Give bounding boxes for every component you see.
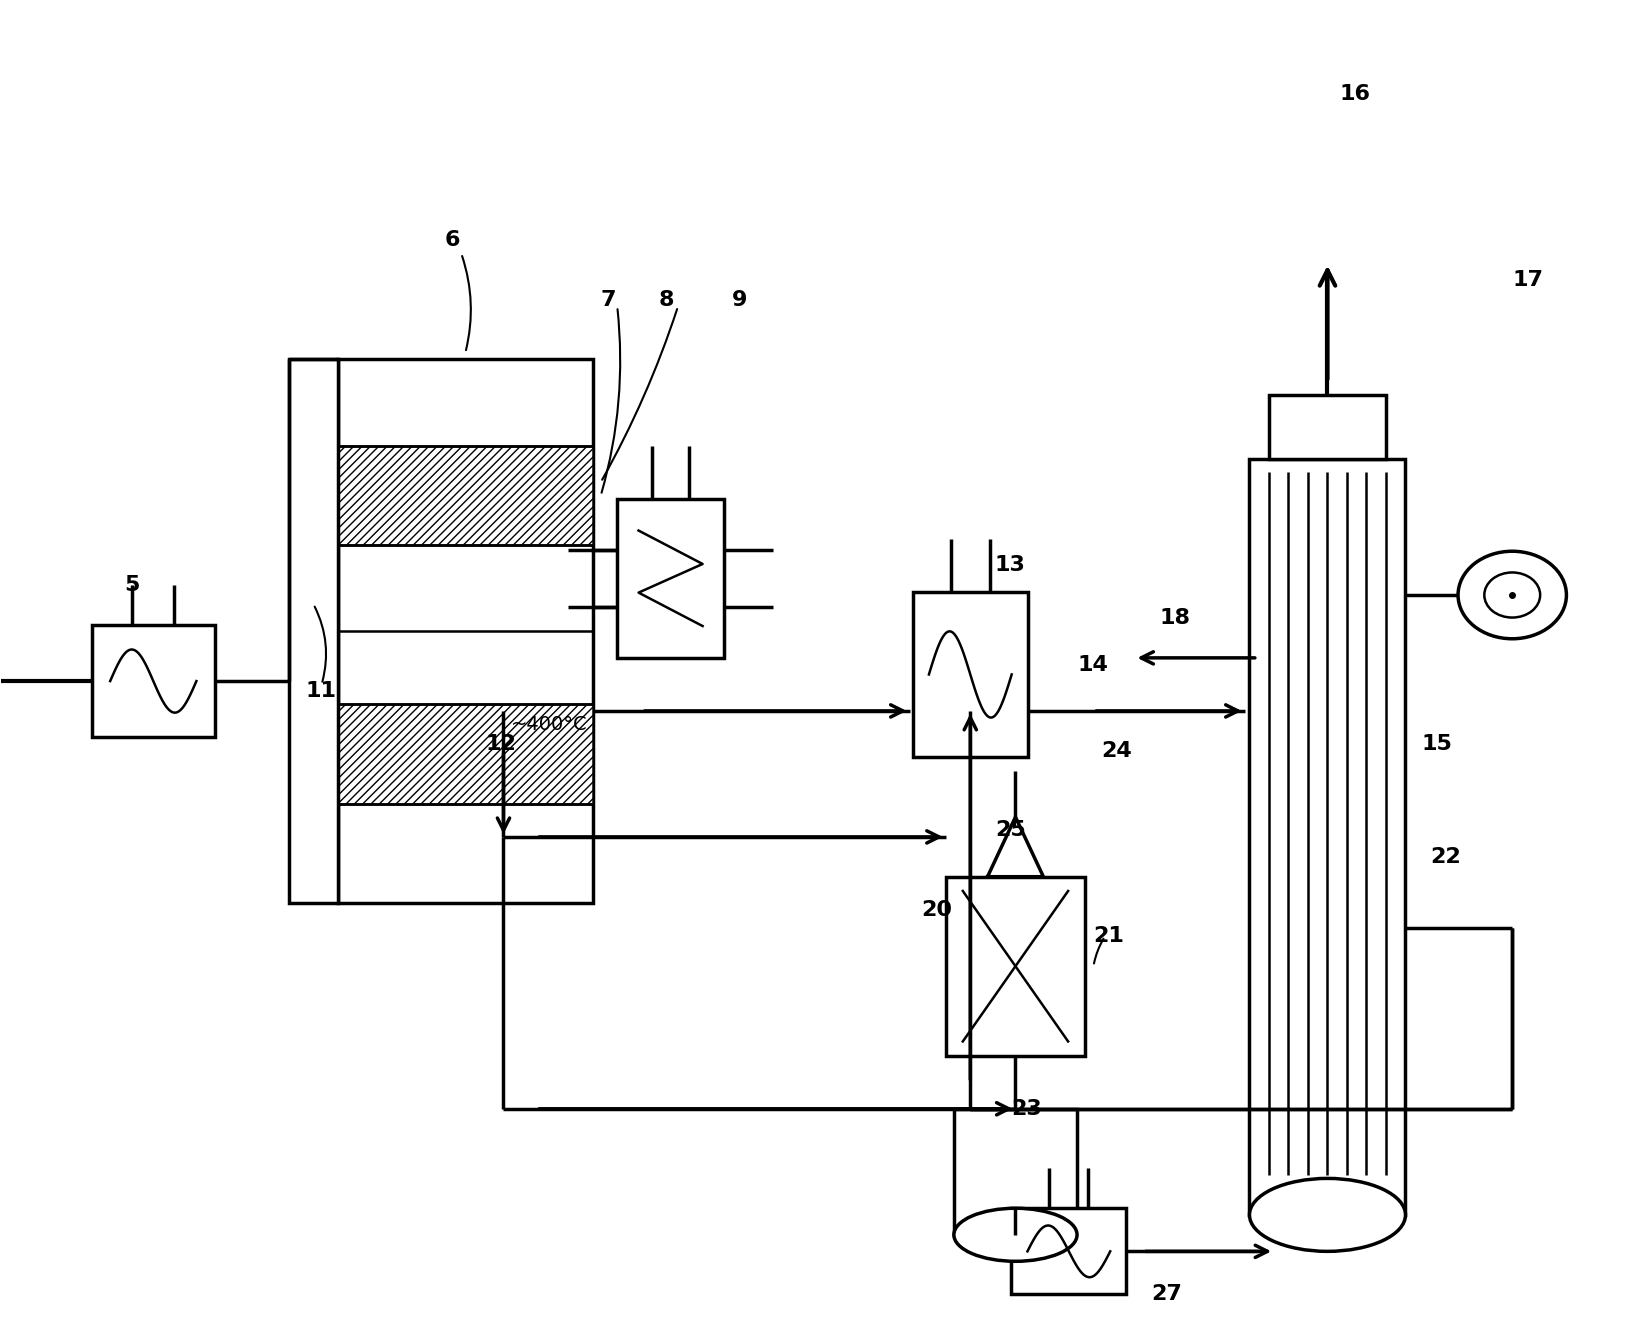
Text: 22: 22 xyxy=(1430,847,1461,867)
Bar xyxy=(337,445,592,545)
Bar xyxy=(92,625,215,738)
Text: 13: 13 xyxy=(995,556,1026,575)
Text: 18: 18 xyxy=(1160,609,1189,629)
Bar xyxy=(1250,459,1405,1215)
Text: 23: 23 xyxy=(1012,1099,1041,1119)
Bar xyxy=(337,359,592,904)
Ellipse shape xyxy=(954,1208,1077,1261)
Text: 24: 24 xyxy=(1102,740,1132,760)
Text: 14: 14 xyxy=(1077,654,1109,675)
Text: 8: 8 xyxy=(658,290,674,310)
Text: 7: 7 xyxy=(600,290,617,310)
Text: 6: 6 xyxy=(444,230,461,250)
Text: 25: 25 xyxy=(995,820,1026,840)
Bar xyxy=(913,591,1028,758)
Bar xyxy=(1012,1208,1127,1294)
Text: 21: 21 xyxy=(1094,926,1124,946)
Text: 5: 5 xyxy=(125,575,140,595)
Bar xyxy=(946,877,1086,1055)
Bar xyxy=(337,704,592,804)
Text: 12: 12 xyxy=(485,734,517,754)
Bar xyxy=(1270,395,1385,459)
Text: 15: 15 xyxy=(1421,734,1453,754)
Text: 9: 9 xyxy=(732,290,747,310)
Text: ~400°C: ~400°C xyxy=(510,715,587,734)
Text: 27: 27 xyxy=(1152,1284,1181,1305)
Text: 11: 11 xyxy=(306,680,336,700)
Bar xyxy=(617,498,724,658)
Text: 20: 20 xyxy=(921,900,952,920)
Ellipse shape xyxy=(1250,1179,1405,1252)
Bar xyxy=(290,359,337,904)
Bar xyxy=(954,1108,1077,1235)
Text: 17: 17 xyxy=(1512,270,1543,290)
Text: 16: 16 xyxy=(1339,84,1370,104)
